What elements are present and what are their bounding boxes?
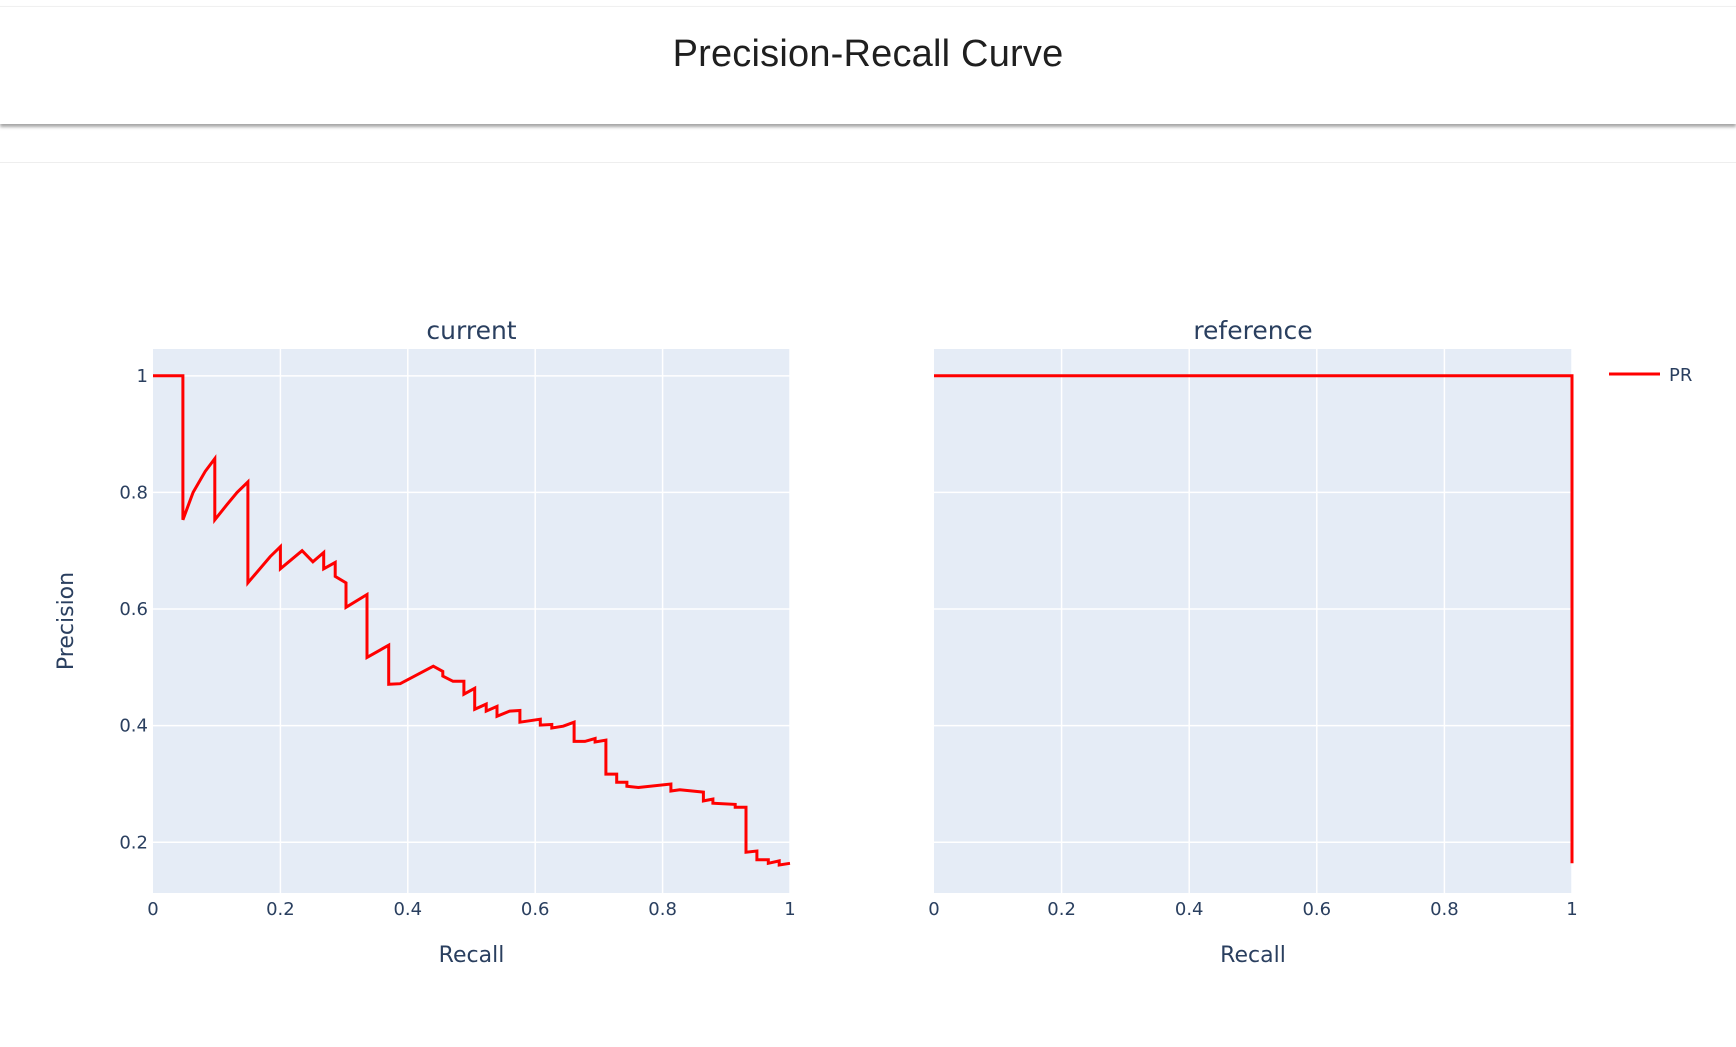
x-tick-label: 0.4 xyxy=(1175,899,1204,920)
y-tick-label: 0.4 xyxy=(119,716,148,737)
x-tick-label: 1 xyxy=(784,899,795,920)
x-tick-labels-reference: 0 0.2 0.4 0.6 0.8 1 xyxy=(928,899,1577,920)
x-tick-label: 0.4 xyxy=(393,899,422,920)
pr-line-current xyxy=(153,374,791,867)
x-axis-title-reference: Recall xyxy=(1220,943,1286,968)
subplot-current: 0 0.2 0.4 0.6 0.8 1 0.2 0.4 0.6 0.8 1 current Rec… xyxy=(54,316,796,968)
x-tick-label: 0.6 xyxy=(521,899,550,920)
subplot-reference: 0 0.2 0.4 0.6 0.8 1 reference Recall xyxy=(928,316,1577,968)
x-axis-title-current: Recall xyxy=(439,943,505,968)
y-tick-labels-current: 0.2 0.4 0.6 0.8 1 xyxy=(119,366,148,853)
y-tick-label: 0.8 xyxy=(119,482,148,503)
y-axis-title-current: Precision xyxy=(54,572,79,670)
y-tick-label: 0.2 xyxy=(119,832,148,853)
y-tick-label: 0.6 xyxy=(119,599,148,620)
x-tick-label: 0.6 xyxy=(1302,899,1331,920)
y-tick-label: 1 xyxy=(137,366,148,387)
x-tick-label: 0 xyxy=(147,899,158,920)
x-tick-label: 0.2 xyxy=(266,899,295,920)
plot-area-reference[interactable] xyxy=(934,349,1572,893)
subplot-title-current: current xyxy=(426,316,516,345)
plot-area-current[interactable] xyxy=(153,349,790,893)
x-tick-label: 0.8 xyxy=(648,899,677,920)
gridlines-current xyxy=(153,349,791,893)
x-tick-label: 1 xyxy=(1566,899,1577,920)
legend-item-pr[interactable]: PR xyxy=(1609,365,1692,386)
page-title: Precision-Recall Curve xyxy=(672,33,1064,75)
pr-line-reference xyxy=(934,374,1574,864)
header-card: Precision-Recall Curve xyxy=(0,6,1736,124)
x-tick-labels-current: 0 0.2 0.4 0.6 0.8 1 xyxy=(147,899,795,920)
x-tick-label: 0.8 xyxy=(1430,899,1459,920)
legend-label-pr: PR xyxy=(1669,365,1692,386)
subplot-title-reference: reference xyxy=(1193,316,1312,345)
legend: PR xyxy=(1609,365,1692,386)
x-tick-label: 0.2 xyxy=(1047,899,1076,920)
x-tick-label: 0 xyxy=(928,899,939,920)
